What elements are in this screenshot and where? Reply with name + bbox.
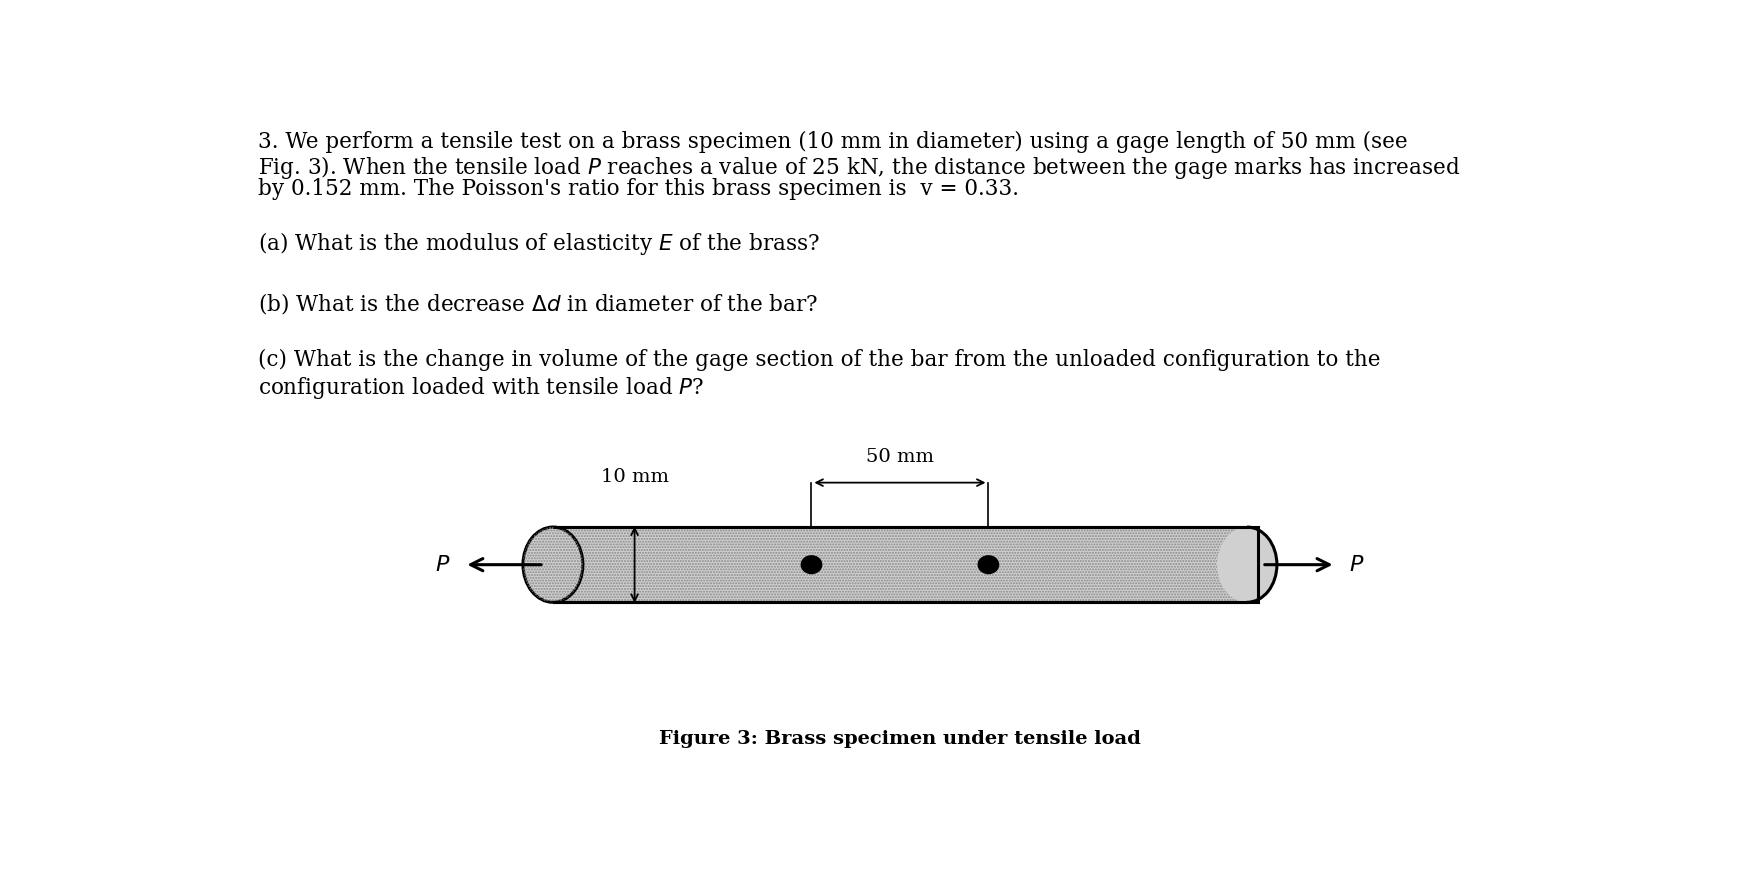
Text: (c) What is the change in volume of the gage section of the bar from the unloade: (c) What is the change in volume of the …	[258, 349, 1379, 371]
Text: by 0.152 mm. The Poisson's ratio for this brass specimen is  v = 0.33.: by 0.152 mm. The Poisson's ratio for thi…	[258, 178, 1018, 201]
Text: 10 mm: 10 mm	[600, 468, 669, 486]
Ellipse shape	[978, 555, 999, 575]
Bar	[553, 527, 1246, 602]
Text: $P$: $P$	[1348, 554, 1364, 575]
Text: $P$: $P$	[435, 554, 451, 575]
Text: (b) What is the decrease $\Delta d$ in diameter of the bar?: (b) What is the decrease $\Delta d$ in d…	[258, 291, 818, 316]
Text: 50 mm: 50 mm	[865, 448, 934, 465]
Bar	[553, 527, 1246, 602]
Ellipse shape	[523, 527, 583, 602]
Text: configuration loaded with tensile load $P$?: configuration loaded with tensile load $…	[258, 376, 704, 401]
Text: Figure 3: Brass specimen under tensile load: Figure 3: Brass specimen under tensile l…	[658, 730, 1141, 748]
Text: 3. We perform a tensile test on a brass specimen (10 mm in diameter) using a gag: 3. We perform a tensile test on a brass …	[258, 131, 1406, 153]
Ellipse shape	[800, 555, 821, 575]
Ellipse shape	[1216, 527, 1276, 602]
Text: Fig. 3). When the tensile load $P$ reaches a value of 25 kN, the distance betwee: Fig. 3). When the tensile load $P$ reach…	[258, 155, 1458, 181]
Text: (a) What is the modulus of elasticity $E$ of the brass?: (a) What is the modulus of elasticity $E…	[258, 230, 820, 257]
